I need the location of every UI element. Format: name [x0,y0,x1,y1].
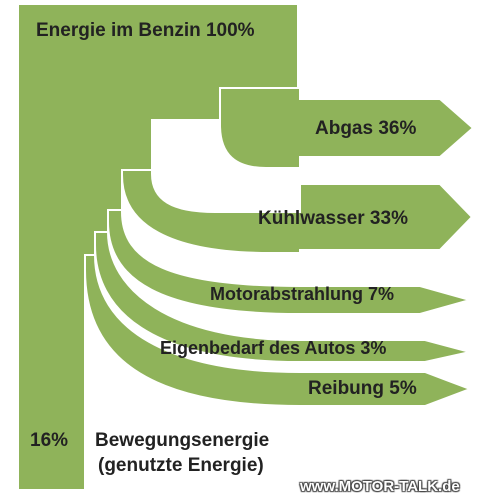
useful-label-line2: (genutzte Energie) [98,455,264,476]
flow-reibung [84,254,473,407]
flow-label-kuehlwasser: Kühlwasser 33% [258,208,408,229]
watermark: www.MOTOR-TALK.de [300,478,460,495]
useful-value-label: 16% [30,430,69,451]
source-label: Energie im Benzin 100% [36,20,255,41]
useful-label-line1: Bewegungsenergie [95,430,270,451]
flow-label-eigenbedarf: Eigenbedarf des Autos 3% [160,338,387,358]
flow-kuehlwasser [121,169,474,254]
flow-label-motorabstrahlung: Motorabstrahlung 7% [210,284,395,304]
flow-label-reibung: Reibung 5% [308,378,417,399]
flow-label-abgas: Abgas 36% [315,118,417,139]
flow-eigenbedarf [94,231,471,363]
flow-motorabstrahlung [107,209,474,315]
flow-abgas [219,87,475,169]
